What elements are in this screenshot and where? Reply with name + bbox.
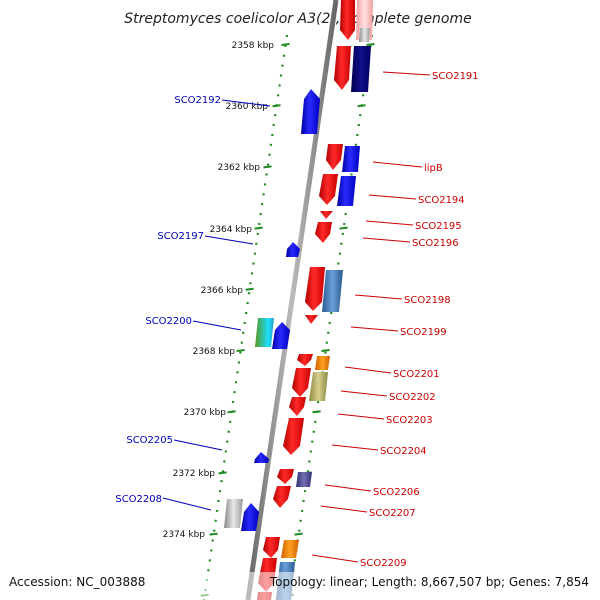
scale-tick (281, 43, 290, 46)
scale-tick (321, 349, 330, 352)
gene-label[interactable]: SCO2201 (393, 369, 440, 380)
forward-gene-labels: SCO2191 lipB SCO2194 SCO2195 SCO2196 SCO… (360, 71, 479, 569)
gene-shape[interactable] (224, 499, 243, 528)
gene-shape[interactable] (334, 46, 351, 90)
gene-label[interactable]: SCO2194 (418, 195, 465, 206)
gene-label[interactable]: SCO2206 (373, 487, 420, 498)
gene-shape[interactable] (315, 222, 332, 243)
scale-tick (272, 104, 281, 108)
gene-label[interactable]: SCO2203 (386, 415, 433, 426)
tick-label: 2368 kbp (193, 347, 236, 357)
scale-tick (218, 471, 227, 475)
gene-shape[interactable] (255, 318, 274, 347)
gene-shape[interactable] (309, 372, 328, 401)
gene-shape[interactable] (281, 540, 299, 558)
scale-tick (254, 226, 263, 230)
gene-label[interactable]: SCO2192 (174, 95, 221, 106)
gene-label[interactable]: SCO2202 (389, 392, 436, 403)
scale-tick (263, 165, 272, 169)
genome-backbone (245, 0, 339, 600)
gene-shape[interactable] (322, 270, 343, 312)
gene-shape[interactable] (342, 146, 360, 172)
footer-backdrop (0, 572, 600, 600)
gene-label[interactable]: SCO2209 (360, 558, 407, 569)
tick-label: 2366 kbp (201, 286, 244, 296)
gene-label[interactable]: SCO2200 (145, 316, 192, 327)
tick-label: 2358 kbp (232, 41, 275, 51)
gene-shape[interactable] (305, 267, 325, 311)
gene-shape[interactable] (273, 486, 291, 508)
scale-tick (245, 287, 254, 291)
gene-shape[interactable] (320, 211, 333, 219)
scale-tick (339, 226, 348, 230)
right-scale-track (287, 34, 374, 600)
gene-shape[interactable] (289, 397, 306, 416)
gene-shape[interactable] (297, 354, 313, 366)
gene-shape[interactable] (286, 242, 300, 257)
gene-label[interactable]: SCO2207 (369, 508, 416, 519)
gene-label[interactable]: SCO2197 (157, 231, 204, 242)
tick-label: 2360 kbp (226, 102, 269, 112)
gene-label[interactable]: SCO2208 (115, 494, 162, 505)
gene-shape[interactable] (359, 28, 370, 42)
tick-labels: 2358 kbp 2360 kbp 2362 kbp 2364 kbp 2366… (163, 41, 275, 540)
scale-tick (236, 349, 245, 352)
gene-label[interactable]: lipB (424, 163, 443, 174)
gene-shape[interactable] (326, 144, 343, 170)
right-leader-lines (311, 71, 431, 563)
tick-label: 2374 kbp (163, 530, 206, 540)
tick-label: 2364 kbp (210, 225, 253, 235)
gene-shape[interactable] (263, 537, 280, 558)
gene-shape[interactable] (241, 503, 259, 531)
map-title: Streptomyces coelicolor A3(2), complete … (124, 11, 472, 27)
gene-shape[interactable] (292, 368, 311, 397)
gene-label[interactable]: SCO2196 (412, 238, 459, 249)
tick-label: 2370 kbp (184, 408, 227, 418)
scale-tick (294, 532, 303, 536)
gene-shape[interactable] (277, 469, 294, 484)
gene-shape[interactable] (351, 46, 371, 92)
gene-shape[interactable] (305, 315, 318, 324)
accession-text: Accession: NC_003888 (9, 575, 145, 589)
gene-shape[interactable] (283, 418, 304, 455)
gene-shape[interactable] (254, 452, 269, 463)
scale-tick (366, 43, 375, 46)
gene-shape[interactable] (337, 176, 356, 206)
tick-label: 2362 kbp (218, 163, 261, 173)
gene-label[interactable]: SCO2191 (432, 71, 479, 82)
gene-shape[interactable] (340, 0, 355, 40)
gene-label[interactable]: SCO2204 (380, 446, 427, 457)
gene-label[interactable]: SCO2199 (400, 327, 447, 338)
gene-shape[interactable] (296, 472, 312, 487)
forward-genes (257, 0, 373, 600)
gene-label[interactable]: SCO2195 (415, 221, 462, 232)
reverse-genes (224, 89, 320, 531)
scale-tick (357, 104, 366, 108)
scale-tick (227, 410, 236, 414)
gene-shape[interactable] (319, 174, 338, 205)
tick-label: 2372 kbp (173, 469, 216, 479)
scale-tick (312, 410, 321, 414)
gene-label[interactable]: SCO2205 (126, 435, 173, 446)
gene-label[interactable]: SCO2198 (404, 295, 451, 306)
left-leader-lines (162, 99, 271, 511)
scale-tick (209, 532, 218, 536)
gene-shape[interactable] (272, 322, 290, 349)
gene-shape[interactable] (301, 89, 320, 134)
reverse-gene-labels: SCO2192 SCO2197 SCO2200 SCO2205 SCO2208 (115, 95, 221, 505)
gene-shape[interactable] (315, 356, 330, 370)
topology-text: Topology: linear; Length: 8,667,507 bp; … (269, 575, 589, 589)
